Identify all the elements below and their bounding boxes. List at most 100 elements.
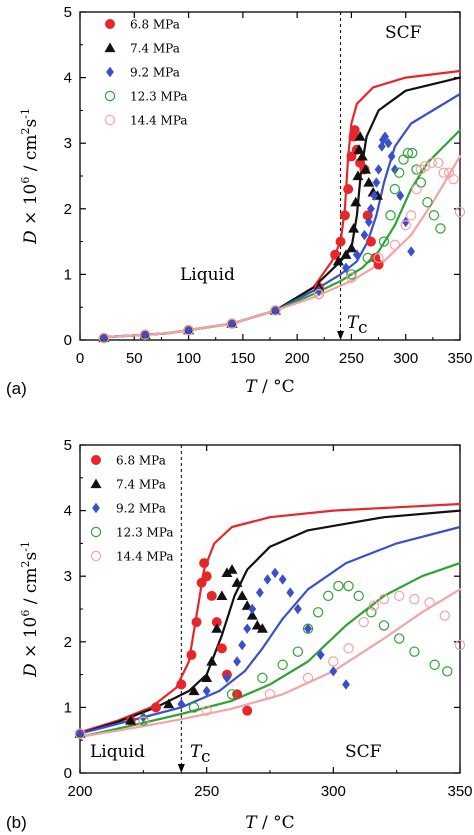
data-point [74,728,86,739]
x-tick-label: 350 [447,350,472,367]
y-tick-label: 5 [64,437,72,454]
series-line [78,509,462,735]
data-point [201,705,212,716]
data-point [401,216,410,228]
data-point [302,623,314,634]
region-label-liquid: Liquid [180,265,235,285]
data-point [409,593,420,605]
critical-temperature-label: T [347,313,360,333]
x-axis-label: T / °C [245,377,294,397]
x-tick-label: 250 [339,350,364,367]
data-point [216,590,228,601]
data-point [454,206,466,218]
data-point [91,454,102,465]
data-point [429,659,440,670]
legend-label: 12.3 MPa [130,90,188,104]
data-point [76,728,84,739]
data-point [398,154,409,165]
legend-label: 14.4 MPa [130,114,188,128]
x-tick-label: 0 [76,350,84,367]
x-tick-label: 200 [67,783,92,800]
data-point [394,590,405,602]
data-point [352,170,364,181]
y-tick-label: 4 [64,70,72,87]
data-point [98,332,110,344]
data-point [342,679,350,690]
data-point [390,164,399,175]
legend-label: 9.2 MPa [116,502,166,516]
data-point [238,639,247,651]
data-point [323,590,334,602]
data-point [188,685,200,696]
data-point [236,590,248,601]
data-point [90,526,102,538]
critical-temperature-subscript: c [358,318,368,338]
data-point [389,183,401,195]
data-point [242,705,253,716]
data-point [343,643,354,654]
data-point [402,147,414,159]
data-point [346,151,357,162]
legend-label: 9.2 MPa [130,66,180,80]
data-point [292,646,304,657]
data-point [370,190,379,201]
critical-arrow-icon [337,331,345,340]
y-tick-label: 3 [64,568,72,585]
data-point [138,716,149,728]
data-point [394,167,405,178]
data-point [348,222,360,233]
data-point [263,574,272,585]
y-tick-label: 1 [64,266,72,283]
legend-label: 7.4 MPa [130,42,180,56]
x-tick-label: 300 [321,783,346,800]
data-point [378,236,390,247]
data-point [104,42,116,53]
region-label-liquid: Liquid [90,742,145,762]
y-tick-label: 5 [64,4,72,21]
data-point [92,502,100,514]
critical-temperature-label: T [190,742,203,762]
data-point [223,672,231,684]
data-point [271,305,280,316]
data-point [435,223,446,234]
y-axis-label: D × 106 / cm2s-1 [19,108,41,245]
data-point [255,587,264,598]
data-point [186,649,197,660]
data-point [360,163,372,174]
data-point [353,590,364,602]
data-point [454,639,466,651]
data-point [353,144,365,154]
data-point [184,324,193,336]
data-point [387,151,396,162]
x-axis-label: T / °C [245,813,294,833]
data-point [438,167,449,178]
data-point [105,18,116,29]
data-point [226,689,238,700]
data-point [264,689,276,700]
data-point [206,590,217,601]
data-point [356,150,368,161]
data-point [396,190,405,201]
data-point [373,252,384,264]
y-tick-label: 4 [64,503,72,520]
data-point [231,577,243,587]
y-tick-label: 3 [64,135,72,152]
y-tick-label: 2 [64,201,72,218]
data-point [407,246,416,257]
y-axis-label: D × 106 / cm2s-1 [19,541,41,678]
data-point [367,203,375,214]
x-tick-label: 200 [285,350,310,367]
y-tick-label: 0 [64,765,72,782]
data-point [389,239,401,251]
series-line [78,502,462,734]
data-point [246,610,258,620]
chart-panel-a: 0 50 100 150 200 250 300 350 0 1 2 3 4 5 6.8 MPa 7.4 MP… [6,4,473,398]
panel-label: (a) [6,379,27,398]
series-line [100,155,462,339]
data-point [407,147,418,159]
data-point [183,324,194,336]
data-point [439,610,450,621]
data-point [352,249,361,260]
data-point [340,249,352,259]
